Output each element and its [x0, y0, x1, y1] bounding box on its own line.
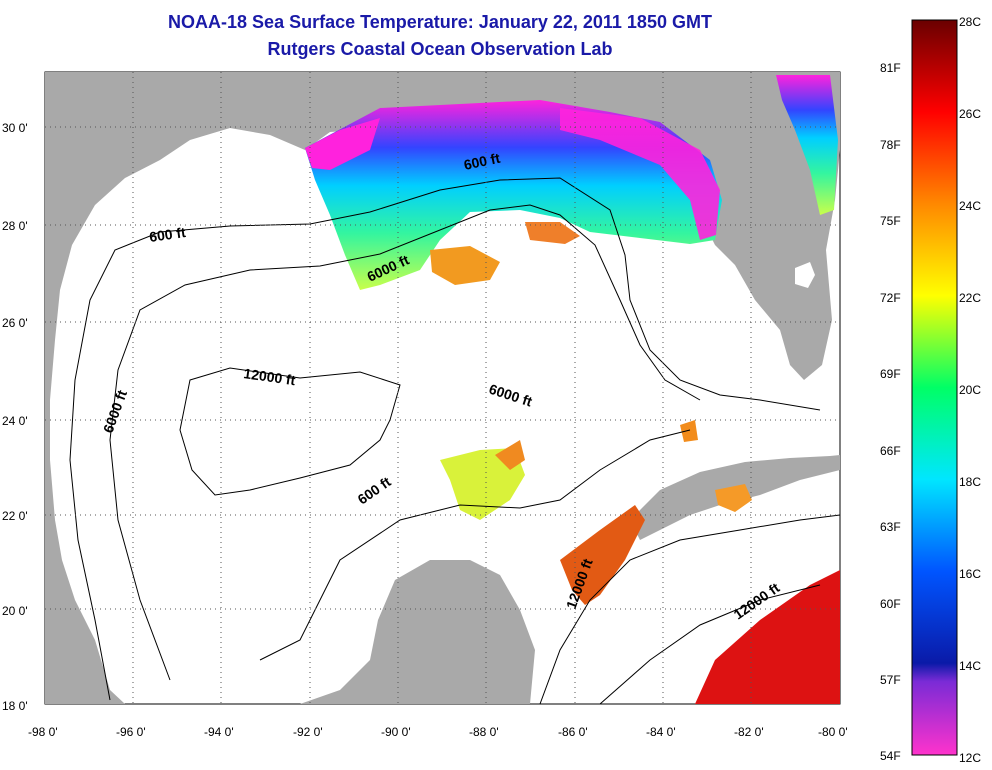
- x-tick-label: -94 0': [204, 725, 234, 739]
- sst-northeast-magenta: [560, 108, 720, 240]
- celsius-label: 24C: [959, 199, 981, 213]
- map-title: NOAA-18 Sea Surface Temperature: January…: [168, 12, 712, 32]
- colorbar-fahrenheit-labels: 81F 78F 75F 72F 69F 66F 63F 60F 57F 54F: [880, 61, 901, 763]
- fahrenheit-label: 57F: [880, 673, 901, 687]
- sst-channel-orange: [560, 505, 645, 605]
- map-subtitle: Rutgers Coastal Ocean Observation Lab: [267, 39, 613, 59]
- sst-cuba-orange: [715, 484, 752, 512]
- x-tick-label: -88 0': [469, 725, 499, 739]
- celsius-label: 26C: [959, 107, 981, 121]
- land-us-gulf-coast: [45, 72, 840, 704]
- fahrenheit-label: 69F: [880, 367, 901, 381]
- y-tick-label: 30 0': [2, 121, 28, 135]
- sst-colorbar: [911, 19, 958, 756]
- sst-central-orange: [495, 440, 525, 470]
- y-tick-label: 24 0': [2, 414, 28, 428]
- fahrenheit-label: 54F: [880, 749, 901, 763]
- y-tick-label: 20 0': [2, 604, 28, 618]
- x-tick-label: -92 0': [293, 725, 323, 739]
- fahrenheit-label: 60F: [880, 597, 901, 611]
- y-tick-label: 28 0': [2, 219, 28, 233]
- celsius-label: 28C: [959, 15, 981, 29]
- y-axis-ticks: 18 0' 20 0' 22 0' 24 0' 26 0' 28 0' 30 0…: [2, 121, 28, 713]
- land-yucatan: [300, 560, 535, 704]
- celsius-label: 20C: [959, 383, 981, 397]
- fahrenheit-label: 78F: [880, 138, 901, 152]
- x-tick-label: -84 0': [646, 725, 676, 739]
- sst-keys-orange: [680, 420, 698, 442]
- sst-caribbean-red: [695, 570, 840, 704]
- sst-atlantic-strip: [776, 75, 838, 215]
- celsius-label: 22C: [959, 291, 981, 305]
- colorbar-celsius-labels: 28C 26C 24C 22C 20C 18C 16C 14C 12C: [959, 15, 981, 765]
- celsius-label: 12C: [959, 751, 981, 765]
- sst-nw-magenta: [305, 118, 380, 170]
- contour-label: 600 ft: [148, 224, 187, 245]
- celsius-label: 14C: [959, 659, 981, 673]
- celsius-label: 16C: [959, 567, 981, 581]
- x-tick-label: -90 0': [381, 725, 411, 739]
- contour-label: 600 ft: [462, 150, 501, 173]
- fahrenheit-label: 75F: [880, 214, 901, 228]
- sst-mid-orange: [430, 246, 500, 285]
- x-tick-label: -96 0': [116, 725, 146, 739]
- fahrenheit-label: 72F: [880, 291, 901, 305]
- x-axis-ticks: -98 0' -96 0' -94 0' -92 0' -90 0' -88 0…: [28, 725, 848, 739]
- sst-ne-orange: [525, 222, 580, 244]
- x-tick-label: -98 0': [28, 725, 58, 739]
- x-tick-label: -80 0': [818, 725, 848, 739]
- land-florida-lake: [795, 262, 815, 288]
- fahrenheit-label: 81F: [880, 61, 901, 75]
- celsius-label: 18C: [959, 475, 981, 489]
- x-tick-label: -82 0': [734, 725, 764, 739]
- sst-central-yellow: [440, 448, 525, 520]
- contour-label: 12000 ft: [243, 365, 297, 388]
- y-tick-label: 26 0': [2, 316, 28, 330]
- y-tick-label: 18 0': [2, 699, 28, 713]
- graticule: [45, 72, 840, 704]
- fahrenheit-label: 63F: [880, 520, 901, 534]
- x-tick-label: -86 0': [558, 725, 588, 739]
- fahrenheit-label: 66F: [880, 444, 901, 458]
- y-tick-label: 22 0': [2, 509, 28, 523]
